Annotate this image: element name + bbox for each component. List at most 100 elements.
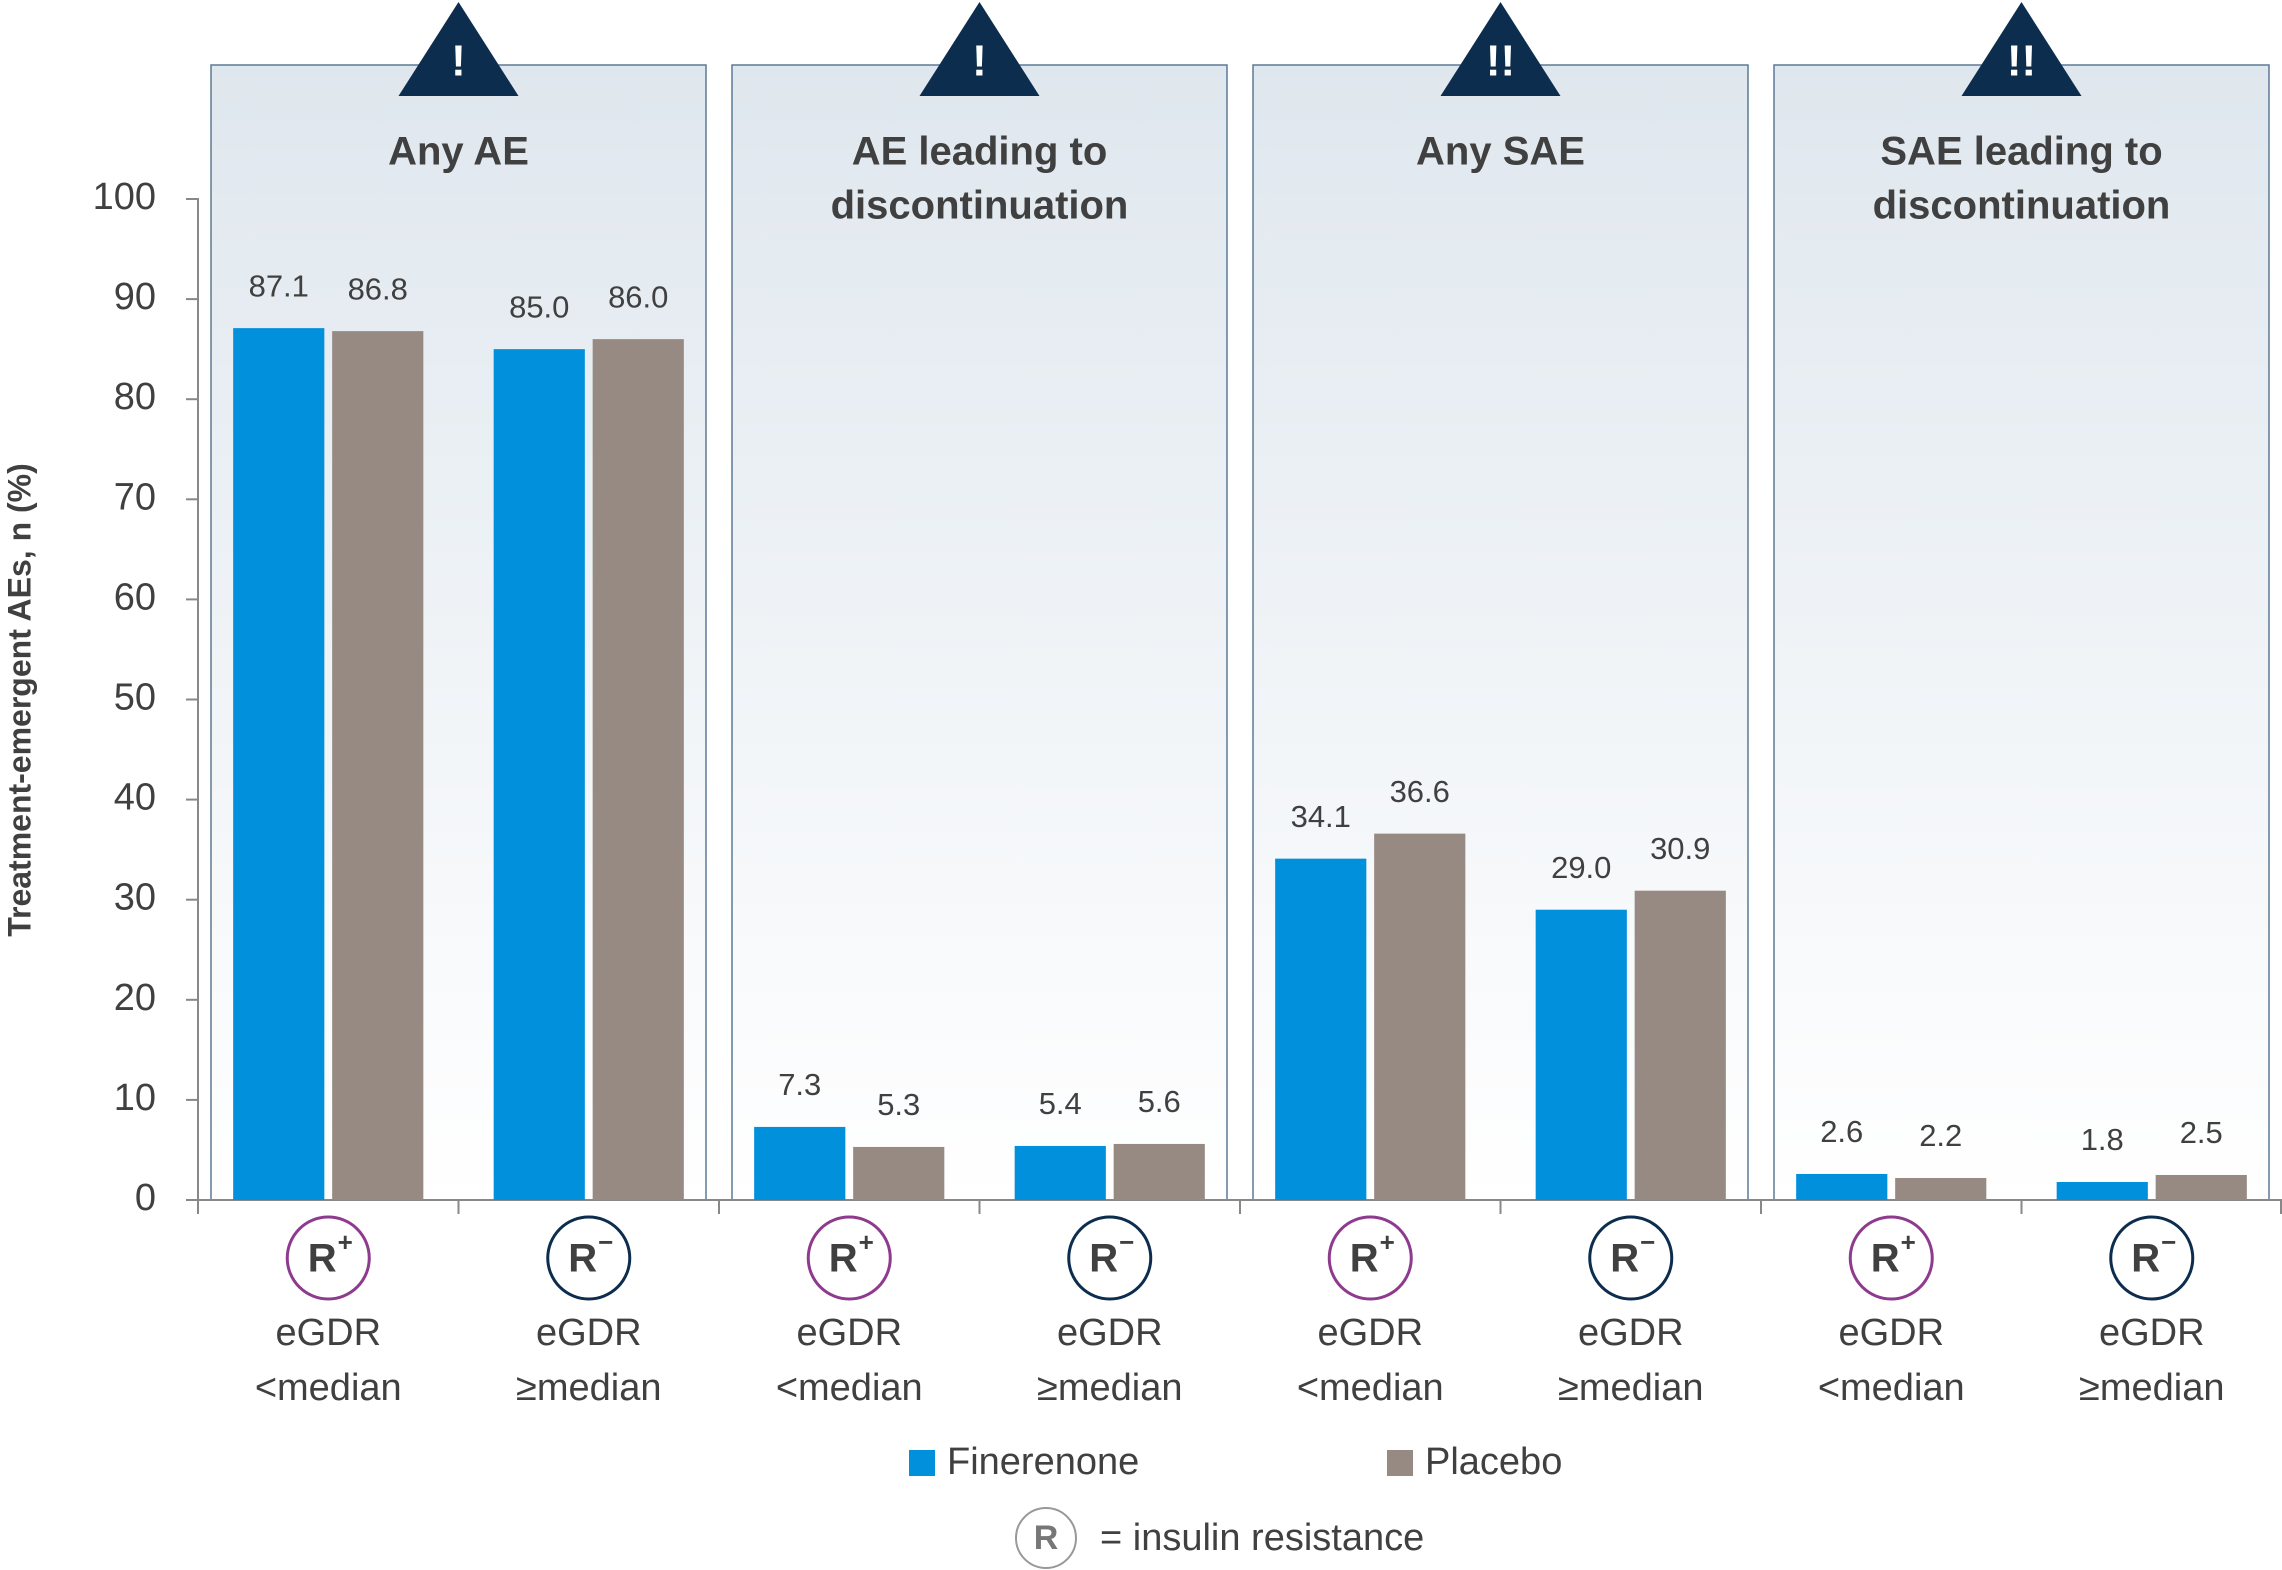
value-label: 5.3	[877, 1087, 920, 1122]
bar	[592, 339, 684, 1200]
alert-mark: !!	[2007, 37, 2036, 86]
bar	[1014, 1145, 1106, 1200]
y-tick-label: 40	[114, 777, 156, 819]
alert-triangle	[398, 2, 519, 96]
note-symbol: R	[1034, 1519, 1059, 1557]
value-label: 86.0	[608, 279, 668, 314]
y-tick-label: 0	[135, 1177, 156, 1219]
icon-letter: R	[568, 1237, 597, 1281]
icon-letter: R	[1089, 1237, 1118, 1281]
x-tick-label: <median	[1818, 1367, 1965, 1409]
bar	[1895, 1177, 1987, 1200]
x-tick-label: eGDR	[536, 1312, 642, 1354]
bar	[1796, 1173, 1888, 1200]
bar	[1535, 909, 1627, 1200]
icon-letter: R	[829, 1237, 858, 1281]
bar	[2155, 1174, 2247, 1200]
x-tick-label: eGDR	[1317, 1312, 1423, 1354]
category-icon	[546, 1215, 632, 1301]
alert-mark: !	[451, 37, 466, 86]
icon-sign: −	[1119, 1227, 1134, 1257]
category-icon	[2109, 1215, 2195, 1301]
value-label: 36.6	[1390, 774, 1450, 809]
category-icon	[806, 1215, 892, 1301]
note-icon	[1015, 1507, 1077, 1569]
x-tick-label: <median	[1297, 1367, 1444, 1409]
y-tick-label: 10	[114, 1077, 156, 1119]
value-label: 5.6	[1138, 1084, 1181, 1119]
value-label: 34.1	[1291, 799, 1351, 834]
alert-triangle	[919, 2, 1040, 96]
x-tick-label: eGDR	[275, 1312, 381, 1354]
legend-label: Finerenone	[947, 1441, 1139, 1483]
value-label: 2.6	[1820, 1114, 1863, 1149]
value-label: 7.3	[778, 1067, 821, 1102]
panel-box	[1774, 65, 2269, 1200]
panel-title: Any SAE	[1416, 130, 1585, 174]
panel-title: discontinuation	[1873, 184, 2171, 228]
icon-sign: +	[1380, 1227, 1395, 1257]
bar	[754, 1126, 846, 1200]
y-tick-label: 20	[114, 977, 156, 1019]
value-label: 2.5	[2180, 1115, 2223, 1150]
icon-sign: −	[1640, 1227, 1655, 1257]
bar	[493, 349, 585, 1200]
value-label: 1.8	[2081, 1122, 2124, 1157]
alert-triangle	[1961, 2, 2082, 96]
category-icon	[1067, 1215, 1153, 1301]
x-tick-label: eGDR	[1578, 1312, 1684, 1354]
bar	[1374, 833, 1466, 1200]
icon-letter: R	[1350, 1237, 1379, 1281]
value-label: 87.1	[249, 268, 309, 303]
bar	[853, 1146, 945, 1200]
y-tick-label: 30	[114, 877, 156, 919]
x-tick-label: eGDR	[2099, 1312, 2205, 1354]
icon-sign: +	[1901, 1227, 1916, 1257]
panel-title: SAE leading to	[1880, 130, 2162, 174]
category-icon	[285, 1215, 371, 1301]
x-tick-label: ≥median	[2079, 1367, 2225, 1409]
icon-letter: R	[1871, 1237, 1900, 1281]
icon-sign: +	[338, 1227, 353, 1257]
note-text: = insulin resistance	[1100, 1517, 1424, 1559]
x-tick-label: ≥median	[1558, 1367, 1704, 1409]
category-icon	[1327, 1215, 1413, 1301]
panel-title: AE leading to	[852, 130, 1108, 174]
legend-swatch	[909, 1450, 935, 1476]
bar	[1113, 1143, 1205, 1200]
value-label: 86.8	[348, 271, 408, 306]
y-tick-label: 80	[114, 376, 156, 418]
x-tick-label: eGDR	[1838, 1312, 1944, 1354]
legend-label: Placebo	[1425, 1441, 1562, 1483]
value-label: 30.9	[1650, 831, 1710, 866]
bar	[233, 328, 325, 1200]
y-axis-label: Treatment-emergent AEs, n (%)	[1, 463, 37, 937]
panel-title: Any AE	[388, 130, 529, 174]
y-tick-label: 100	[93, 176, 156, 218]
value-label: 29.0	[1551, 850, 1611, 885]
value-label: 85.0	[509, 289, 569, 324]
y-tick-label: 70	[114, 476, 156, 518]
bar	[2056, 1181, 2148, 1200]
alert-triangle	[1440, 2, 1561, 96]
value-label: 2.2	[1919, 1118, 1962, 1153]
value-label: 5.4	[1039, 1086, 1082, 1121]
y-tick-label: 50	[114, 677, 156, 719]
panel-title: discontinuation	[831, 184, 1129, 228]
alert-mark: !	[972, 37, 987, 86]
legend-swatch	[1387, 1450, 1413, 1476]
y-tick-label: 60	[114, 576, 156, 618]
icon-sign: +	[859, 1227, 874, 1257]
icon-letter: R	[2131, 1237, 2160, 1281]
bar	[1634, 890, 1726, 1200]
x-tick-label: ≥median	[516, 1367, 662, 1409]
category-icon	[1848, 1215, 1934, 1301]
icon-letter: R	[308, 1237, 337, 1281]
alert-mark: !!	[1486, 37, 1515, 86]
category-icon	[1588, 1215, 1674, 1301]
icon-sign: −	[2161, 1227, 2176, 1257]
x-tick-label: eGDR	[1057, 1312, 1163, 1354]
x-tick-label: ≥median	[1037, 1367, 1183, 1409]
x-tick-label: <median	[255, 1367, 402, 1409]
